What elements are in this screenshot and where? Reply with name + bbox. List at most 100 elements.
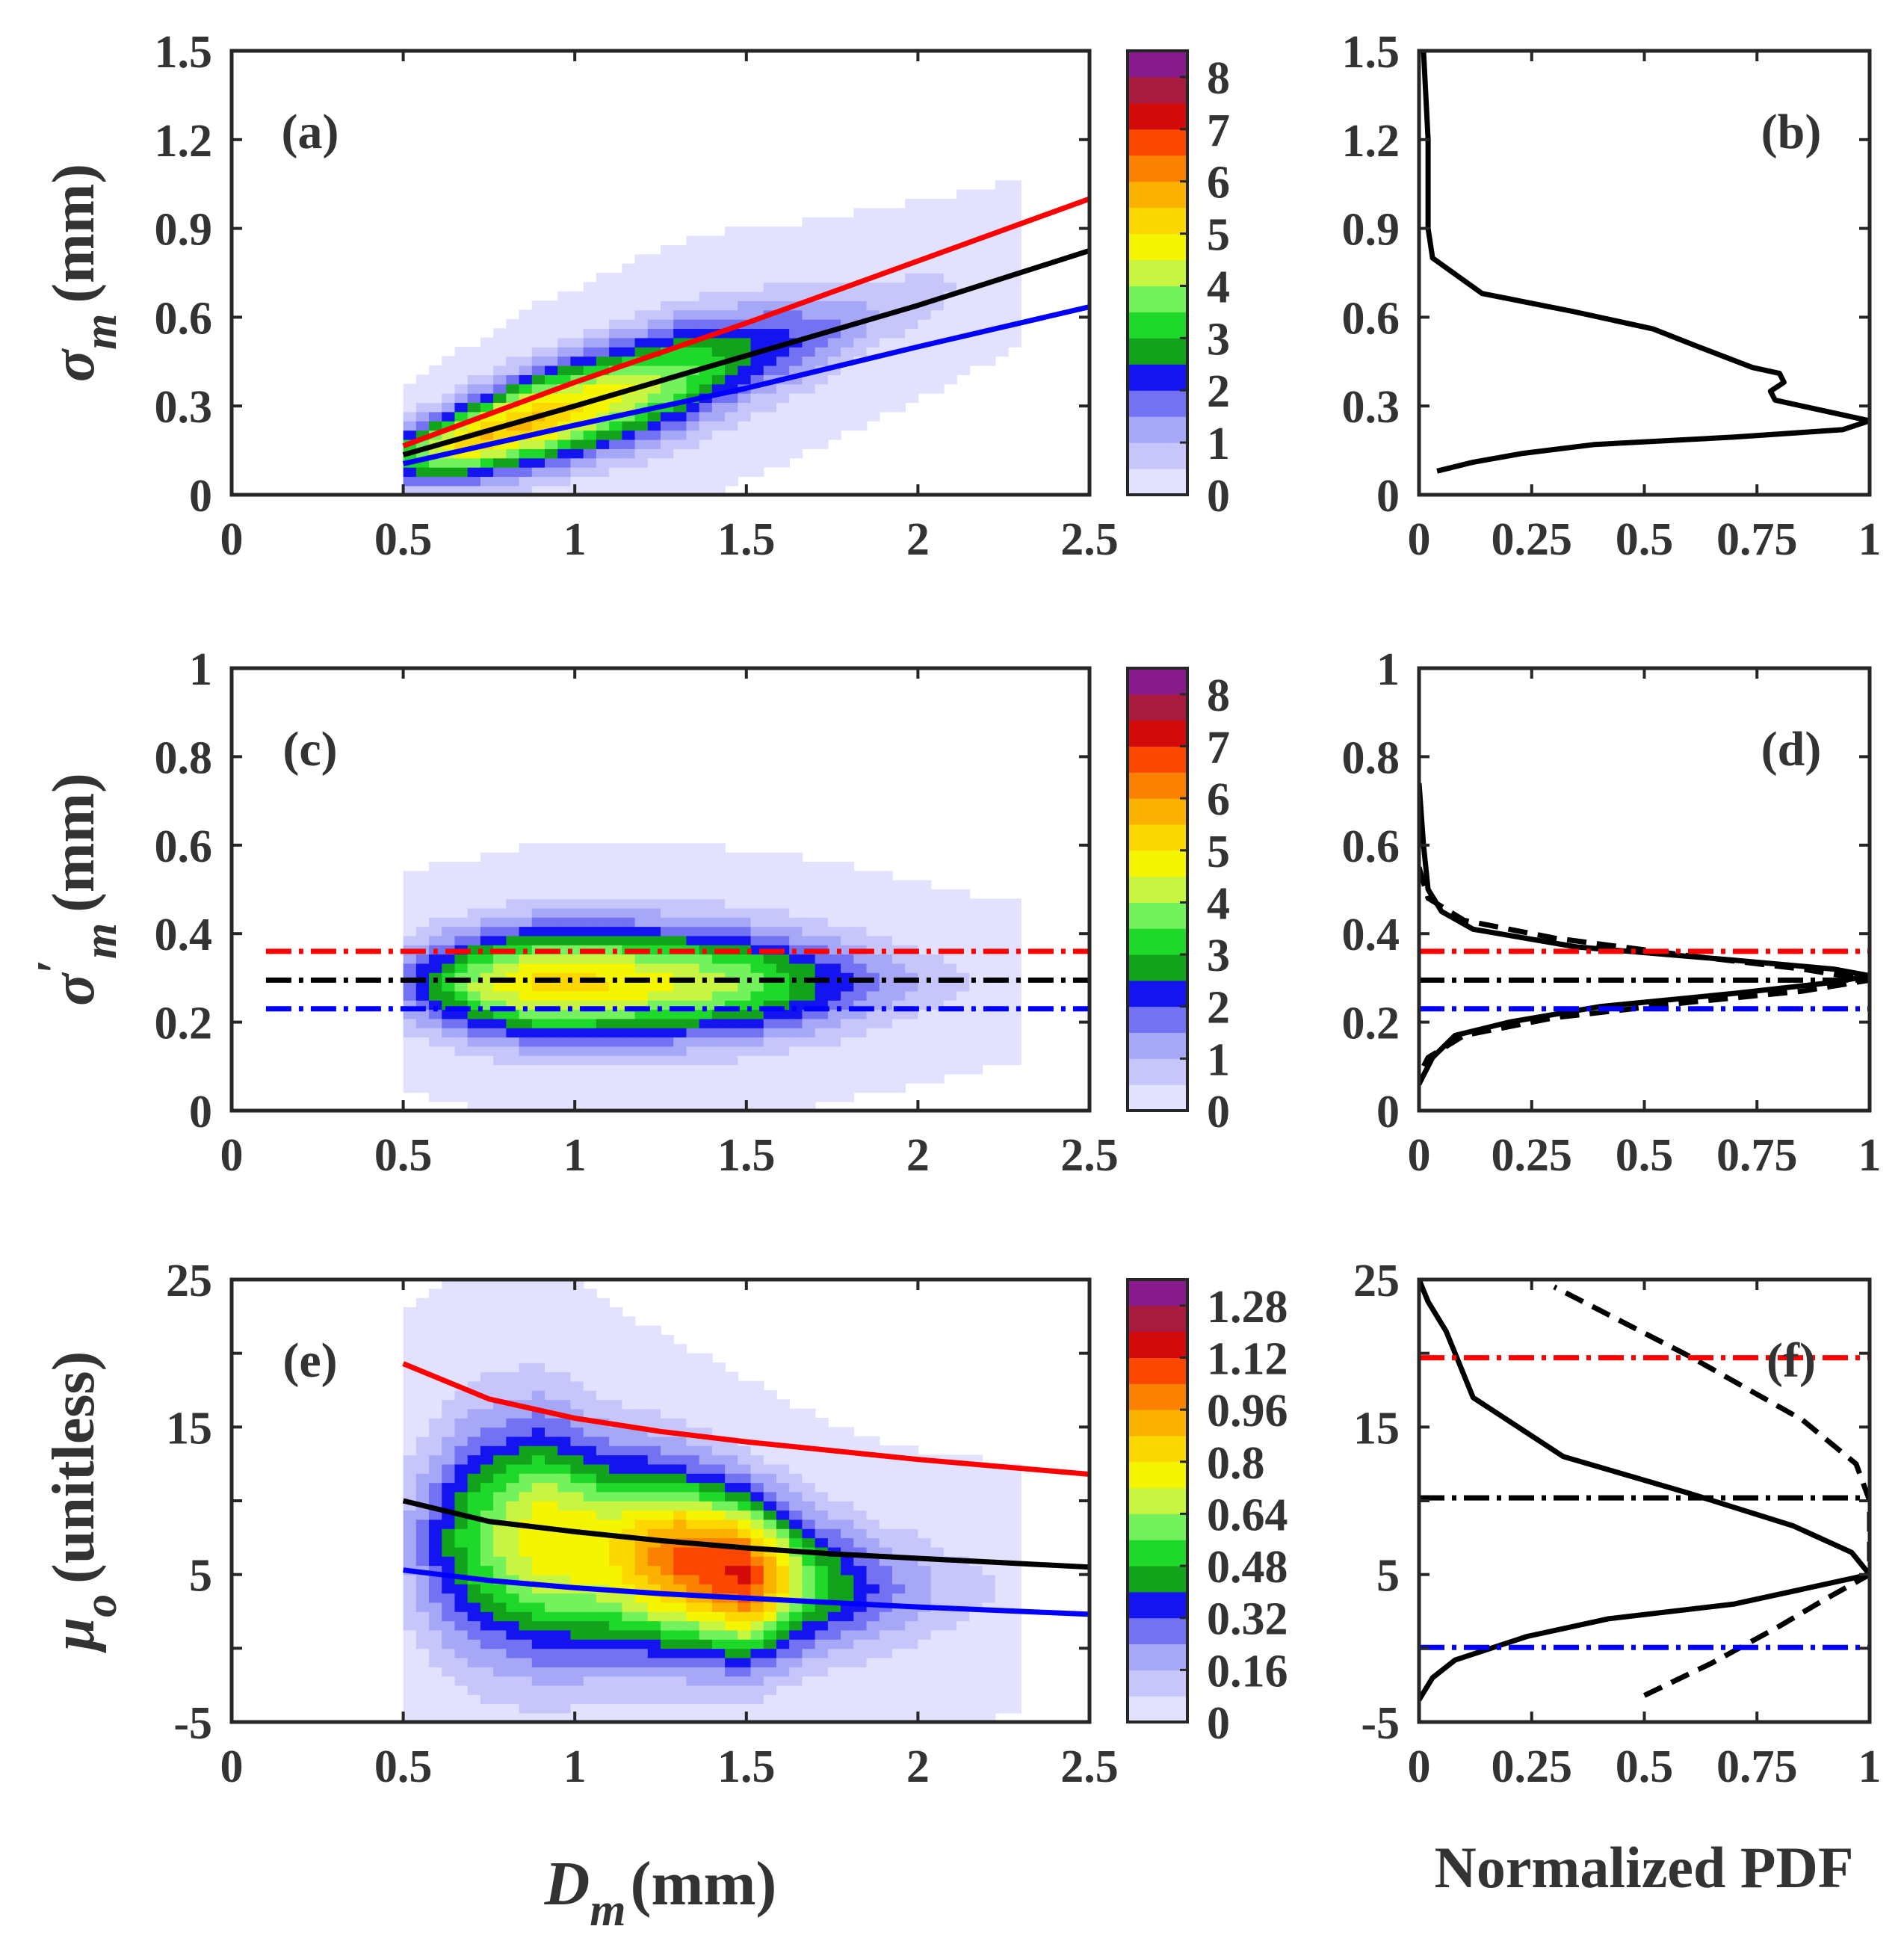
density-cell bbox=[969, 1491, 983, 1502]
density-cell bbox=[545, 926, 559, 936]
y-tick-label: 5 bbox=[189, 1551, 212, 1602]
density-cell bbox=[763, 254, 777, 265]
density-cell bbox=[943, 1009, 957, 1019]
density-cell bbox=[918, 1546, 932, 1557]
density-cell bbox=[699, 1546, 713, 1557]
density-cell bbox=[827, 1092, 841, 1102]
density-cell bbox=[545, 1418, 559, 1428]
density-cell bbox=[738, 963, 752, 973]
density-cell bbox=[634, 1463, 649, 1474]
density-cell bbox=[815, 963, 829, 973]
density-cell bbox=[815, 282, 829, 292]
y-label-unit: (mm) bbox=[41, 164, 107, 303]
density-cell bbox=[699, 347, 713, 357]
density-cell bbox=[905, 1620, 919, 1631]
density-cell bbox=[763, 392, 777, 404]
density-cell bbox=[557, 1427, 572, 1437]
density-cell bbox=[802, 356, 816, 366]
density-cell bbox=[557, 871, 572, 881]
density-cell bbox=[815, 1611, 829, 1622]
density-cell bbox=[403, 1055, 417, 1066]
density-cell bbox=[519, 448, 533, 459]
density-cell bbox=[545, 954, 559, 964]
density-cell bbox=[956, 300, 971, 311]
density-cell bbox=[891, 254, 906, 265]
density-cell bbox=[1007, 180, 1021, 191]
series-line-normalized-pdf-of-o bbox=[1419, 1280, 1870, 1702]
density-cell bbox=[776, 1685, 790, 1695]
density-cell bbox=[815, 1482, 829, 1493]
density-cell bbox=[467, 1445, 481, 1456]
density-cell bbox=[673, 485, 687, 495]
density-cell bbox=[454, 383, 469, 394]
density-cell bbox=[995, 1611, 1009, 1622]
density-cell bbox=[583, 485, 597, 495]
density-cell bbox=[956, 926, 971, 936]
density-cell bbox=[647, 862, 661, 872]
y-label-subscript: m bbox=[75, 314, 126, 350]
density-cell bbox=[634, 1055, 649, 1066]
density-cell bbox=[545, 1657, 559, 1667]
density-cell bbox=[686, 1371, 700, 1382]
density-cell bbox=[1007, 1473, 1021, 1484]
density-cell bbox=[403, 1611, 417, 1622]
lines-c bbox=[265, 948, 1089, 1012]
density-cell bbox=[403, 1371, 417, 1382]
density-cell bbox=[956, 356, 971, 366]
density-cell bbox=[853, 1593, 868, 1603]
x-tick-label: 0.75 bbox=[1716, 514, 1798, 565]
density-cell bbox=[789, 981, 803, 992]
colorbar-tick-label: 8 bbox=[1207, 670, 1230, 721]
density-cell bbox=[531, 1648, 545, 1658]
density-cell bbox=[557, 1491, 572, 1502]
density-cell bbox=[711, 889, 726, 900]
density-cell bbox=[943, 1491, 957, 1502]
density-cell bbox=[969, 1018, 983, 1028]
density-cell bbox=[827, 337, 841, 348]
density-cell bbox=[557, 1073, 572, 1084]
density-cell bbox=[403, 1574, 417, 1584]
density-cell bbox=[480, 1018, 494, 1028]
density-cell bbox=[622, 1556, 636, 1567]
density-cell bbox=[827, 1491, 841, 1502]
density-cell bbox=[557, 1325, 572, 1336]
density-cell bbox=[969, 273, 983, 283]
density-cell bbox=[634, 1353, 649, 1363]
density-cell bbox=[467, 898, 481, 909]
density-cell bbox=[686, 907, 700, 918]
density-cell bbox=[789, 907, 803, 918]
density-cell bbox=[815, 880, 829, 890]
density-cell bbox=[943, 365, 957, 375]
density-cell bbox=[763, 402, 777, 413]
density-cell bbox=[415, 476, 430, 487]
density-cell bbox=[415, 1408, 430, 1419]
density-cell bbox=[609, 1639, 623, 1650]
density-cell bbox=[493, 1611, 507, 1622]
density-cell bbox=[415, 1055, 430, 1066]
density-cell bbox=[841, 1648, 855, 1658]
density-cell bbox=[570, 1611, 584, 1622]
density-cell bbox=[969, 356, 983, 366]
density-cell bbox=[467, 1399, 481, 1410]
density-cell bbox=[686, 1018, 700, 1028]
density-cell bbox=[827, 1528, 841, 1539]
density-cell bbox=[750, 1667, 764, 1677]
density-cell bbox=[802, 421, 816, 431]
density-cell bbox=[609, 421, 623, 431]
density-cell bbox=[918, 889, 932, 900]
density-cell bbox=[776, 365, 790, 375]
density-cell bbox=[415, 1454, 430, 1465]
density-cell bbox=[673, 1657, 687, 1667]
density-cell bbox=[519, 889, 533, 900]
density-cell bbox=[493, 1584, 507, 1594]
density-cell bbox=[891, 1473, 906, 1484]
density-cell bbox=[699, 1528, 713, 1539]
colorbar-swatch bbox=[1128, 51, 1187, 78]
density-cell bbox=[596, 843, 610, 854]
density-cell bbox=[943, 1703, 957, 1714]
colorbar-swatch bbox=[1128, 312, 1187, 339]
density-cell bbox=[557, 935, 572, 945]
density-cell bbox=[905, 356, 919, 366]
density-cell bbox=[776, 1611, 790, 1622]
density-cell bbox=[866, 1676, 880, 1686]
